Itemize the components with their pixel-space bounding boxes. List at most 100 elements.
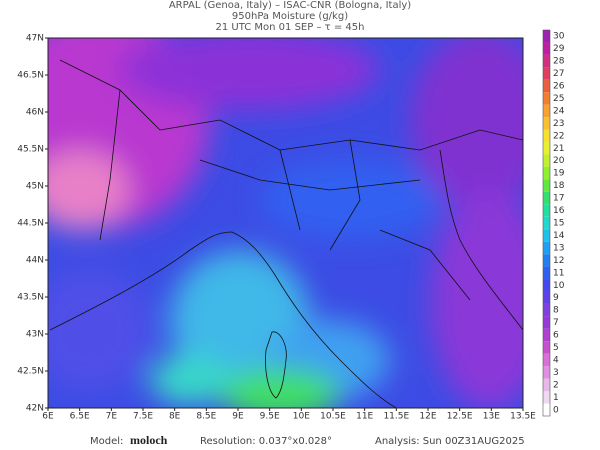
colorbar-swatch (543, 142, 550, 155)
y-tick-label: 44.5N (17, 219, 44, 229)
colorbar-label: 26 (553, 82, 565, 92)
colorbar-label: 11 (553, 268, 564, 278)
y-tick-label: 45.5N (17, 145, 44, 155)
x-tick-label: 6.5E (70, 412, 90, 422)
colorbar-swatch (543, 179, 550, 192)
colorbar-swatch (543, 303, 550, 317)
colorbar-label: 25 (553, 94, 564, 104)
colorbar-label: 7 (553, 318, 559, 328)
colorbar-swatch (543, 366, 550, 379)
x-tick-label: 10.5E (320, 412, 346, 422)
y-tick-label: 44N (26, 256, 44, 266)
footer-resolution: Resolution: 0.037°x0.028° (200, 436, 332, 447)
colorbar-label: 8 (553, 306, 559, 316)
colorbar-swatch (543, 166, 550, 180)
colorbar-label: 14 (553, 231, 565, 241)
field-blobs (48, 38, 523, 408)
coastlines (49, 59, 523, 408)
colorbar-swatch (543, 54, 550, 68)
colorbar-label: 18 (553, 181, 565, 191)
colorbar-label: 10 (553, 281, 565, 291)
x-tick-label: 12E (419, 412, 436, 422)
colorbar-swatch (543, 328, 550, 342)
colorbar-swatch (543, 316, 550, 329)
colorbar-label: 6 (553, 331, 559, 341)
colorbar-swatch (543, 391, 550, 404)
colorbar-swatch (543, 254, 550, 267)
x-tick-label: 11.5E (383, 412, 409, 422)
colorbar-swatch (543, 353, 550, 367)
colorbar-swatch (543, 129, 550, 143)
colorbar-label: 1 (553, 393, 559, 403)
colorbar-swatch (543, 403, 550, 416)
x-tick-label: 11E (356, 412, 373, 422)
colorbar-label: 12 (553, 256, 564, 266)
colorbar-label: 21 (553, 144, 564, 154)
colorbar-label: 5 (553, 343, 559, 353)
y-tick-label: 46N (26, 108, 44, 118)
colorbar-label: 22 (553, 131, 564, 141)
x-tick-label: 13E (483, 412, 500, 422)
colorbar-swatch (543, 191, 550, 205)
colorbar-label: 27 (553, 69, 564, 79)
x-tick-label: 7E (106, 412, 118, 422)
x-tick-label: 8.5E (196, 412, 216, 422)
colorbar-label: 9 (553, 293, 559, 303)
colorbar-swatch (543, 216, 550, 230)
y-tick-label: 46.5N (17, 71, 44, 81)
footer-model: moloch (130, 433, 168, 447)
colorbar-swatch (543, 30, 550, 43)
x-tick-label: 9.5E (260, 412, 280, 422)
footer-analysis: Analysis: Sun 00Z31AUG2025 (375, 436, 525, 447)
colorbar-swatch (543, 241, 550, 255)
y-tick-label: 43N (26, 330, 44, 340)
colorbar-swatch (543, 79, 550, 93)
colorbar-label: 28 (553, 57, 565, 67)
y-tick-label: 42N (26, 404, 44, 414)
colorbar-label: 17 (553, 194, 564, 204)
colorbar-swatch (543, 117, 550, 130)
colorbar-label: 3 (553, 368, 559, 378)
y-tick-label: 42.5N (17, 367, 44, 377)
colorbar-label: 13 (553, 243, 564, 253)
footer-model-label: Model: (90, 436, 123, 447)
colorbar-swatch (543, 204, 550, 217)
colorbar-swatch (543, 266, 550, 280)
x-tick-label: 9E (232, 412, 244, 422)
colorbar-label: 15 (553, 219, 564, 229)
colorbar-swatch (543, 378, 550, 392)
colorbar-swatch (543, 341, 550, 354)
colorbar-swatch (543, 42, 550, 55)
x-tick-label: 7.5E (133, 412, 153, 422)
x-tick-label: 6E (42, 412, 54, 422)
y-tick-label: 45N (26, 182, 44, 192)
colorbar-frame (542, 29, 551, 417)
colorbar-swatch (543, 92, 550, 105)
header-line: 950hPa Moisture (g/kg) (232, 11, 348, 22)
x-tick-label: 10E (293, 412, 310, 422)
colorbar-label: 2 (553, 380, 559, 390)
header-line: 21 UTC Mon 01 SEP – τ = 45h (216, 22, 365, 33)
colorbar-swatch (543, 291, 550, 304)
colorbar-label: 23 (553, 119, 564, 129)
y-tick-label: 43.5N (17, 293, 44, 303)
moisture-field (48, 38, 523, 408)
colorbar-swatch (543, 67, 550, 80)
colorbar-label: 19 (553, 169, 565, 179)
colorbar-swatch (543, 154, 550, 167)
colorbar-label: 0 (553, 405, 559, 415)
header-line: ARPAL (Genoa, Italy) – ISAC-CNR (Bologna… (169, 0, 411, 11)
colorbar-label: 20 (553, 156, 565, 166)
x-tick-label: 8E (169, 412, 181, 422)
colorbar-swatch (543, 229, 550, 242)
colorbar-swatch (543, 104, 550, 118)
colorbar-label: 16 (553, 206, 565, 216)
colorbar-label: 29 (553, 44, 565, 54)
x-tick-label: 13.5E (510, 412, 536, 422)
y-tick-label: 47N (26, 34, 44, 44)
x-tick-label: 12.5E (447, 412, 473, 422)
colorbar-label: 4 (553, 355, 559, 365)
colorbar-label: 30 (553, 32, 565, 42)
